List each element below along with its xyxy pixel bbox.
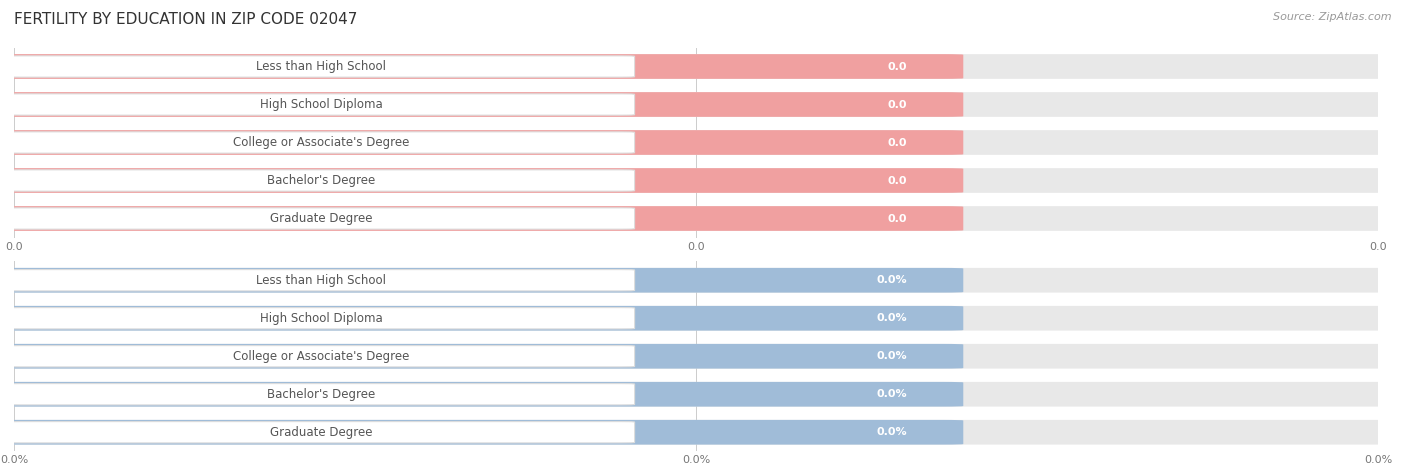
Text: 0.0: 0.0 — [887, 137, 907, 148]
Text: 0.0%: 0.0% — [877, 389, 907, 399]
FancyBboxPatch shape — [7, 308, 634, 329]
FancyBboxPatch shape — [7, 422, 634, 443]
Text: College or Associate's Degree: College or Associate's Degree — [233, 136, 409, 149]
FancyBboxPatch shape — [0, 268, 963, 293]
Text: Less than High School: Less than High School — [256, 60, 385, 73]
FancyBboxPatch shape — [0, 268, 1398, 293]
FancyBboxPatch shape — [0, 168, 1398, 193]
FancyBboxPatch shape — [0, 130, 1398, 155]
FancyBboxPatch shape — [0, 206, 963, 231]
Text: College or Associate's Degree: College or Associate's Degree — [233, 350, 409, 363]
FancyBboxPatch shape — [7, 270, 634, 291]
Text: Less than High School: Less than High School — [256, 274, 385, 287]
Text: 0.0%: 0.0% — [877, 351, 907, 361]
Text: High School Diploma: High School Diploma — [260, 312, 382, 325]
FancyBboxPatch shape — [0, 306, 1398, 331]
Text: High School Diploma: High School Diploma — [260, 98, 382, 111]
FancyBboxPatch shape — [7, 170, 634, 191]
FancyBboxPatch shape — [0, 92, 1398, 117]
Text: Bachelor's Degree: Bachelor's Degree — [267, 388, 375, 401]
FancyBboxPatch shape — [0, 382, 1398, 407]
FancyBboxPatch shape — [0, 92, 963, 117]
FancyBboxPatch shape — [7, 56, 634, 77]
Text: 0.0: 0.0 — [887, 213, 907, 224]
Text: Graduate Degree: Graduate Degree — [270, 426, 373, 439]
Text: 0.0: 0.0 — [887, 99, 907, 110]
Text: 0.0: 0.0 — [887, 175, 907, 186]
FancyBboxPatch shape — [7, 94, 634, 115]
FancyBboxPatch shape — [7, 132, 634, 153]
FancyBboxPatch shape — [0, 344, 963, 369]
FancyBboxPatch shape — [0, 54, 1398, 79]
FancyBboxPatch shape — [0, 206, 1398, 231]
FancyBboxPatch shape — [0, 344, 1398, 369]
Text: Bachelor's Degree: Bachelor's Degree — [267, 174, 375, 187]
FancyBboxPatch shape — [7, 346, 634, 367]
FancyBboxPatch shape — [0, 168, 963, 193]
FancyBboxPatch shape — [0, 54, 963, 79]
Text: 0.0%: 0.0% — [877, 427, 907, 437]
Text: FERTILITY BY EDUCATION IN ZIP CODE 02047: FERTILITY BY EDUCATION IN ZIP CODE 02047 — [14, 12, 357, 27]
Text: 0.0: 0.0 — [887, 61, 907, 72]
FancyBboxPatch shape — [7, 384, 634, 405]
FancyBboxPatch shape — [0, 130, 963, 155]
Text: Graduate Degree: Graduate Degree — [270, 212, 373, 225]
Text: 0.0%: 0.0% — [877, 275, 907, 285]
FancyBboxPatch shape — [7, 208, 634, 229]
FancyBboxPatch shape — [0, 306, 963, 331]
FancyBboxPatch shape — [0, 420, 963, 445]
FancyBboxPatch shape — [0, 382, 963, 407]
FancyBboxPatch shape — [0, 420, 1398, 445]
Text: Source: ZipAtlas.com: Source: ZipAtlas.com — [1274, 12, 1392, 22]
Text: 0.0%: 0.0% — [877, 313, 907, 323]
